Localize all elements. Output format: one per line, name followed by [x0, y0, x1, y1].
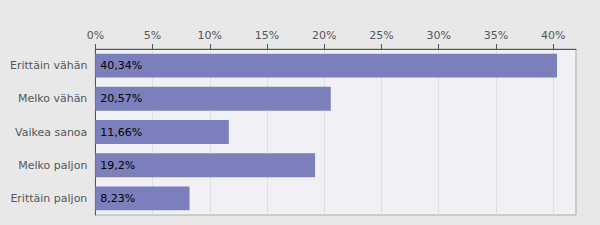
svg-text:19,2%: 19,2%: [100, 159, 135, 172]
svg-text:10%: 10%: [198, 29, 222, 42]
svg-text:8,23%: 8,23%: [100, 192, 135, 205]
svg-text:30%: 30%: [426, 29, 450, 42]
svg-text:20,57%: 20,57%: [100, 92, 142, 105]
svg-text:Erittäin vähän: Erittäin vähän: [10, 59, 87, 72]
svg-text:Vaikea sanoa: Vaikea sanoa: [15, 126, 87, 139]
svg-text:20%: 20%: [312, 29, 336, 42]
svg-text:Erittäin paljon: Erittäin paljon: [10, 192, 87, 205]
svg-text:25%: 25%: [369, 29, 393, 42]
svg-text:35%: 35%: [484, 29, 508, 42]
svg-text:Melko vähän: Melko vähän: [18, 92, 87, 105]
svg-text:40,34%: 40,34%: [100, 59, 142, 72]
svg-text:15%: 15%: [255, 29, 279, 42]
svg-text:Melko paljon: Melko paljon: [18, 159, 87, 172]
svg-text:40%: 40%: [541, 29, 565, 42]
svg-text:0%: 0%: [87, 29, 104, 42]
svg-text:11,66%: 11,66%: [100, 126, 142, 139]
svg-text:5%: 5%: [144, 29, 161, 42]
